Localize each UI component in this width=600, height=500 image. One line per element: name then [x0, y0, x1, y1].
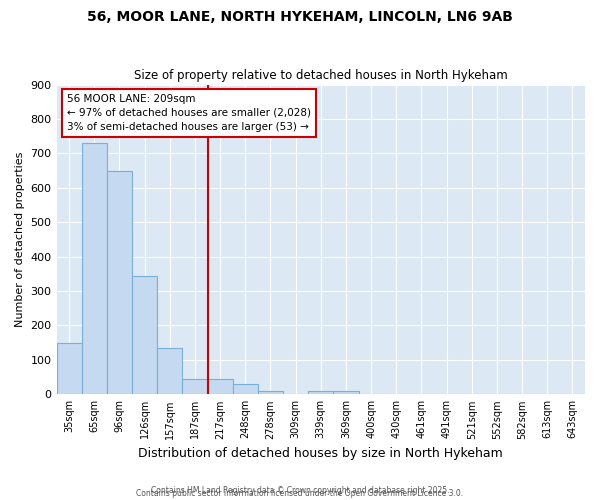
Bar	[334, 391, 359, 394]
Title: Size of property relative to detached houses in North Hykeham: Size of property relative to detached ho…	[134, 69, 508, 82]
Text: 56 MOOR LANE: 209sqm
← 97% of detached houses are smaller (2,028)
3% of semi-det: 56 MOOR LANE: 209sqm ← 97% of detached h…	[67, 94, 311, 132]
Bar	[56, 342, 82, 394]
Text: 56, MOOR LANE, NORTH HYKEHAM, LINCOLN, LN6 9AB: 56, MOOR LANE, NORTH HYKEHAM, LINCOLN, L…	[87, 10, 513, 24]
Bar	[132, 276, 157, 394]
Y-axis label: Number of detached properties: Number of detached properties	[15, 152, 25, 327]
X-axis label: Distribution of detached houses by size in North Hykeham: Distribution of detached houses by size …	[139, 447, 503, 460]
Bar	[157, 348, 182, 395]
Bar	[107, 170, 132, 394]
Text: Contains public sector information licensed under the Open Government Licence 3.: Contains public sector information licen…	[136, 488, 464, 498]
Bar	[258, 391, 283, 394]
Bar	[308, 391, 334, 394]
Bar	[208, 379, 233, 394]
Bar	[82, 143, 107, 395]
Text: Contains HM Land Registry data © Crown copyright and database right 2025.: Contains HM Land Registry data © Crown c…	[151, 486, 449, 495]
Bar	[182, 379, 208, 394]
Bar	[233, 384, 258, 394]
